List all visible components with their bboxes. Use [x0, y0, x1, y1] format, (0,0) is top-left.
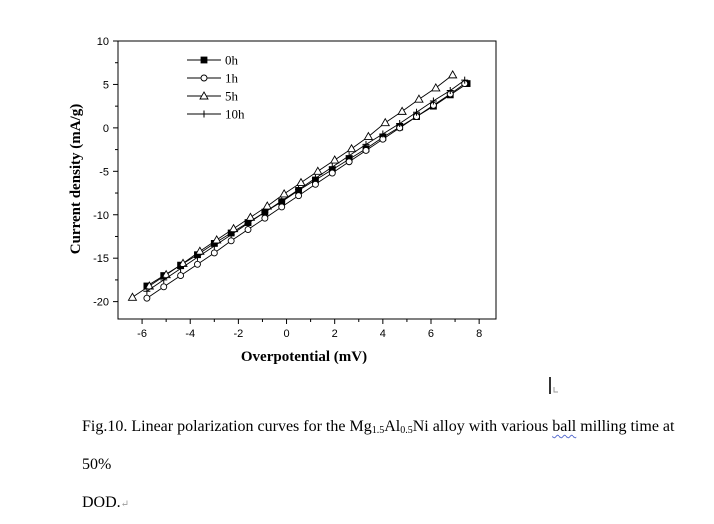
data-point-5h: [279, 188, 289, 198]
data-point-10h: [311, 174, 319, 182]
y-tick-label: 0: [103, 123, 109, 135]
data-point-5h: [178, 258, 188, 267]
data-point-1h: [328, 169, 336, 177]
data-point-5h: [447, 69, 458, 79]
data-point-10h: [446, 87, 454, 95]
data-point-1h: [210, 249, 218, 257]
caption-text-suffix: milling time at 50%: [82, 418, 675, 473]
data-point-5h: [313, 166, 323, 175]
y-tick-label: 10: [97, 36, 109, 48]
data-point-10h: [429, 97, 437, 105]
x-tick-label: 6: [428, 328, 434, 340]
data-point-10h: [177, 265, 185, 273]
paragraph-mark-icon: ↵: [120, 499, 130, 510]
x-tick-label: 0: [283, 328, 289, 340]
data-point-10h: [379, 130, 387, 138]
y-tick-label: -20: [93, 297, 109, 309]
data-point-1h: [261, 214, 269, 222]
data-point-1h: [362, 147, 370, 154]
data-point-5h: [127, 292, 138, 301]
data-point-1h: [244, 226, 252, 233]
y-tick-label: -5: [99, 166, 109, 178]
caption-spellcheck-word: ball: [552, 418, 577, 435]
x-tick-label: 2: [332, 328, 338, 340]
legend-marker-1h: [200, 74, 208, 82]
caption-text-line2: DOD.: [82, 494, 121, 511]
caption-subscript-1: 1.5: [371, 425, 385, 436]
data-point-5h: [195, 246, 205, 255]
data-point-10h: [210, 242, 218, 250]
data-point-5h: [329, 155, 340, 164]
data-point-5h: [363, 131, 374, 141]
data-point-10h: [278, 197, 286, 205]
x-tick-label: -4: [185, 328, 195, 340]
data-point-10h: [328, 163, 336, 171]
data-point-10h: [193, 253, 201, 261]
x-tick-label: 8: [476, 328, 482, 340]
series-line-10h: [146, 79, 465, 292]
x-tick-label: 4: [380, 328, 386, 340]
legend-label-1h: 1h: [225, 71, 239, 86]
data-point-5h: [296, 177, 306, 187]
data-point-10h: [143, 287, 151, 295]
text-cursor-icon: [549, 377, 558, 394]
data-point-10h: [295, 186, 303, 194]
data-point-5h: [211, 235, 222, 244]
data-point-5h: [346, 143, 357, 153]
data-point-1h: [227, 237, 235, 245]
data-point-5h: [397, 106, 407, 115]
caption-text-mid: Ni alloy with various: [412, 418, 553, 435]
x-tick-label: -2: [233, 328, 243, 340]
data-point-1h: [295, 192, 303, 200]
data-point-10h: [261, 208, 269, 216]
data-point-1h: [160, 283, 168, 291]
legend-marker-10h: [200, 110, 208, 118]
data-point-5h: [262, 201, 273, 210]
data-point-5h: [431, 83, 441, 92]
data-point-1h: [278, 203, 286, 211]
legend-label-0h: 0h: [225, 53, 239, 68]
caption-line-1: Fig.10. Linear polarization curves for t…: [82, 408, 702, 484]
data-point-10h: [362, 140, 370, 148]
y-axis-title: Current density (mA/g): [68, 104, 84, 255]
data-point-5h: [228, 223, 239, 233]
data-point-1h: [311, 180, 319, 188]
data-point-1h: [177, 272, 185, 280]
data-point-5h: [245, 212, 256, 221]
x-tick-label: -6: [137, 328, 147, 340]
data-point-10h: [160, 276, 168, 284]
data-point-5h: [414, 94, 424, 103]
y-tick-label: 5: [103, 79, 109, 91]
legend-label-10h: 10h: [225, 107, 245, 122]
y-tick-label: -15: [93, 253, 109, 265]
legend-marker-5h: [199, 91, 209, 100]
legend-label-5h: 5h: [225, 89, 239, 104]
caption-text-al: Al: [384, 418, 401, 435]
data-point-10h: [461, 76, 469, 84]
caption-text-prefix: Fig.10. Linear polarization curves for t…: [82, 418, 372, 435]
legend-marker-0h: [200, 56, 208, 64]
data-point-5h: [161, 269, 171, 279]
caption-line-2: DOD.↵: [82, 484, 702, 524]
data-point-10h: [227, 231, 235, 239]
plot-frame: [117, 40, 497, 320]
y-tick-label: -10: [93, 210, 109, 222]
data-point-10h: [345, 152, 353, 160]
data-point-5h: [380, 117, 391, 127]
x-axis-title: Overpotential (mV): [241, 349, 367, 365]
data-point-1h: [194, 260, 201, 268]
data-point-10h: [244, 219, 252, 227]
data-point-10h: [413, 108, 421, 116]
data-point-1h: [345, 158, 353, 166]
data-point-5h: [144, 281, 155, 290]
caption-subscript-2: 0.5: [400, 425, 413, 436]
data-point-10h: [396, 120, 404, 128]
figure-caption: Fig.10. Linear polarization curves for t…: [82, 408, 702, 524]
data-point-1h: [143, 294, 151, 302]
